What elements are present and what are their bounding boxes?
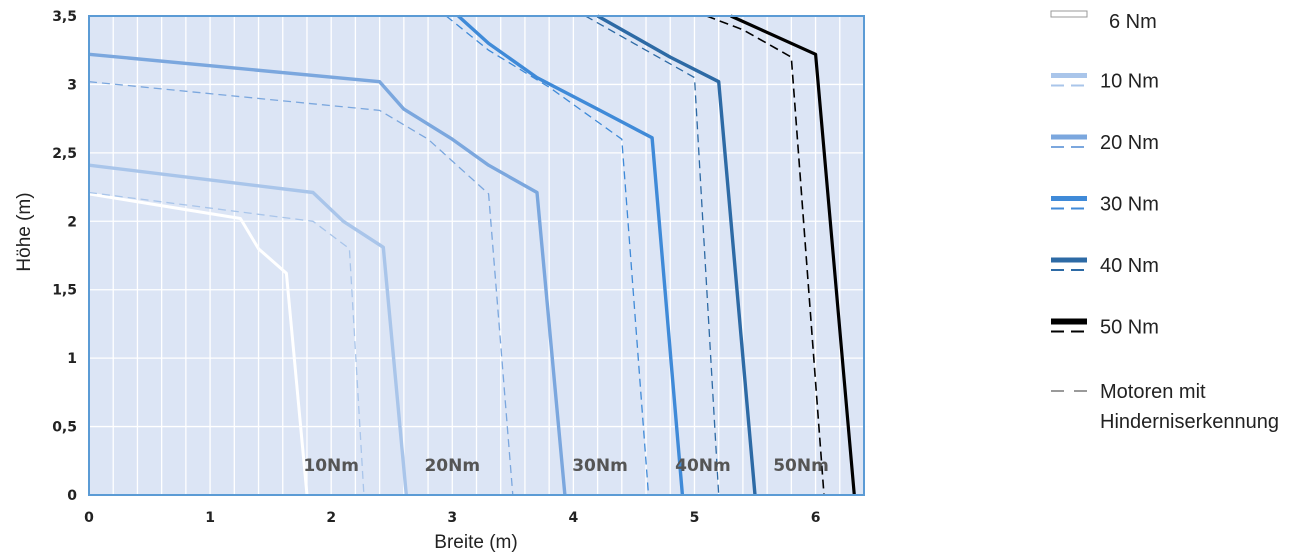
- series-line-40nm-dashed: [585, 15, 720, 496]
- legend-item-50: 50 Nm: [1051, 317, 1159, 339]
- y-tick-label: 0,5: [52, 420, 77, 436]
- x-tick-label: 3: [447, 510, 457, 526]
- legend-swatch: [1050, 10, 1088, 18]
- series-line-10nm-dashed: [88, 191, 365, 496]
- series-line-20nm: [88, 52, 567, 496]
- legend-label: 50 Nm: [1100, 317, 1159, 339]
- series-annotation: 10Nm: [303, 456, 359, 476]
- legend-item-motoren: Motoren mit Hinderniserkennung: [1051, 381, 1279, 433]
- legend-label: 6 Nm: [1109, 11, 1157, 33]
- series-layer: [88, 14, 856, 496]
- series-line-6nm: [88, 192, 309, 496]
- x-tick-label: 0: [84, 510, 94, 526]
- x-axis-title: Breite (m): [434, 532, 517, 553]
- x-tick-label: 4: [569, 510, 579, 526]
- x-tick-label: 1: [205, 510, 215, 526]
- legend-label: 10 Nm: [1100, 71, 1159, 93]
- series-annotation: 30Nm: [572, 456, 628, 476]
- series-annotation: 50Nm: [773, 456, 829, 476]
- tick-labels: 0 1 2 3 4 5 6 0 0,5 1 1,5 2 2,5 3 3,5: [52, 9, 820, 526]
- legend-label: 30 Nm: [1100, 194, 1159, 216]
- legend-item-20: 20 Nm: [1051, 132, 1159, 154]
- series-line-30nm: [457, 14, 685, 496]
- legend-item-30: 30 Nm: [1051, 194, 1159, 216]
- series-line-50nm: [730, 14, 856, 496]
- y-axis-title: Höhe (m): [14, 192, 35, 271]
- series-line-50nm-dashed: [706, 15, 825, 496]
- x-tick-label: 6: [811, 510, 821, 526]
- plot-frame: [88, 15, 865, 496]
- y-tick-label: 3,5: [52, 9, 77, 25]
- series-line-10nm: [88, 163, 408, 496]
- y-tick-label: 1: [67, 351, 77, 367]
- legend-label: 40 Nm: [1100, 255, 1159, 277]
- series-annotation: 40Nm: [675, 456, 731, 476]
- grid: [89, 16, 864, 495]
- legend: 6 Nm 10 Nm 20 Nm 30 Nm 40 Nm 50 Nm Motoren mit…: [1050, 10, 1279, 433]
- legend-label: 20 Nm: [1100, 132, 1159, 154]
- series-line-40nm: [596, 14, 757, 496]
- legend-label-line2: Hinderniserkennung: [1100, 411, 1279, 433]
- y-tick-label: 1,5: [52, 283, 77, 299]
- x-tick-label: 2: [326, 510, 336, 526]
- y-tick-label: 0: [67, 488, 77, 504]
- legend-label: Motoren mit: [1100, 381, 1206, 403]
- y-tick-label: 3: [67, 77, 77, 93]
- legend-item-40: 40 Nm: [1051, 255, 1159, 277]
- y-tick-label: 2: [67, 214, 77, 230]
- y-tick-label: 2,5: [52, 146, 77, 162]
- series-annotation: 20Nm: [424, 456, 480, 476]
- x-tick-label: 5: [690, 510, 700, 526]
- legend-item-6: 6 Nm: [1050, 10, 1157, 33]
- legend-item-10: 10 Nm: [1051, 71, 1159, 93]
- annotations: 10Nm 20Nm 30Nm 40Nm 50Nm: [303, 456, 828, 476]
